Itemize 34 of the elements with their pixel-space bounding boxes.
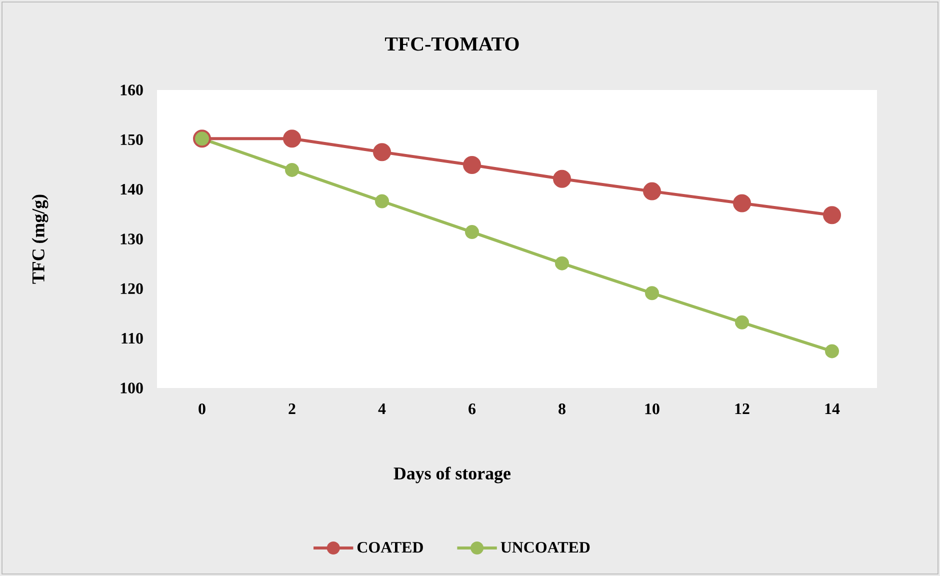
point bbox=[283, 130, 302, 148]
x-axis-title: Days of storage bbox=[394, 466, 510, 484]
x-tick-label: 4 bbox=[378, 404, 386, 414]
x-tick-label: 10 bbox=[645, 404, 660, 414]
point bbox=[735, 315, 750, 330]
point bbox=[463, 156, 482, 174]
x-tick-label: 14 bbox=[825, 404, 840, 414]
point bbox=[645, 286, 660, 300]
y-axis-title: TFC (mg/g) bbox=[32, 194, 48, 284]
x-tick-label: 2 bbox=[288, 404, 296, 414]
y-tick-label: 100 bbox=[120, 382, 143, 394]
point bbox=[375, 194, 390, 208]
point bbox=[823, 206, 842, 224]
point bbox=[373, 143, 392, 162]
x-tick-label: 6 bbox=[468, 404, 476, 414]
legend-label: UNCOATED bbox=[500, 542, 590, 553]
y-tick-label: 130 bbox=[120, 234, 143, 244]
point bbox=[465, 225, 480, 240]
x-tick-label: 8 bbox=[558, 404, 566, 414]
point bbox=[825, 344, 840, 358]
y-tick-label: 120 bbox=[120, 283, 143, 294]
chart-title: TFC-TOMATO bbox=[384, 37, 519, 51]
y-tick-label: 140 bbox=[120, 184, 143, 195]
point bbox=[733, 194, 752, 212]
y-tick-label: 150 bbox=[120, 134, 143, 146]
x-tick-label: 0 bbox=[198, 404, 206, 414]
point bbox=[555, 256, 570, 270]
y-tick-label: 160 bbox=[120, 84, 143, 96]
x-tick-label: 12 bbox=[735, 404, 750, 414]
point bbox=[285, 162, 300, 177]
legend-label: COATED bbox=[357, 542, 423, 553]
y-tick-label: 110 bbox=[122, 332, 143, 344]
point bbox=[553, 170, 572, 188]
point bbox=[643, 182, 662, 200]
